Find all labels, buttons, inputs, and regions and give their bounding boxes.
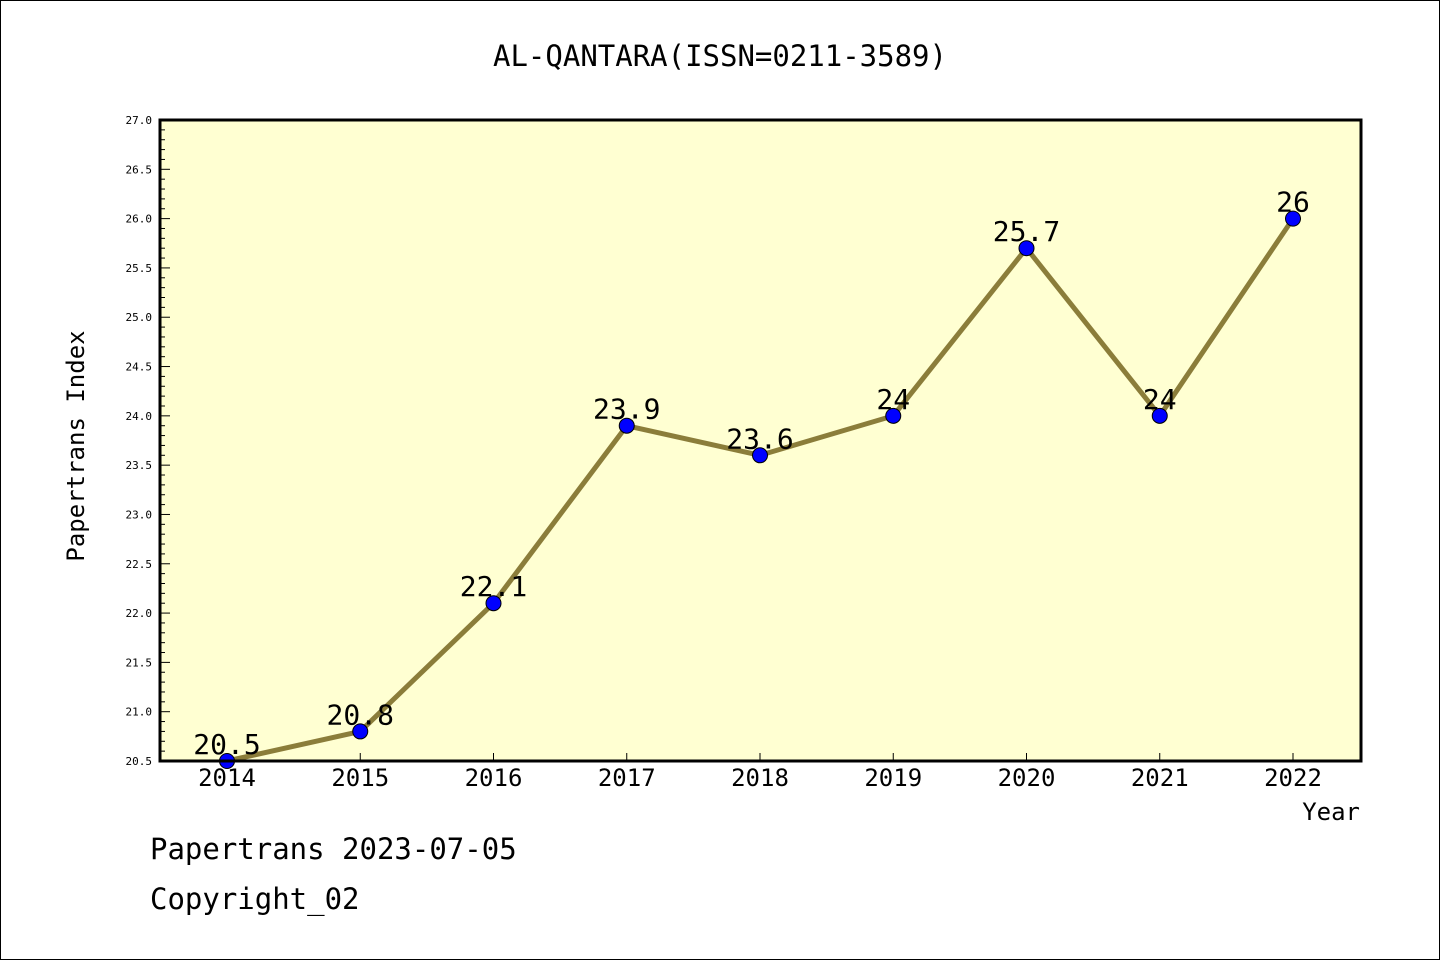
x-axis-label: Year [1302,798,1360,826]
data-label: 23.9 [593,393,660,426]
data-point [1018,240,1035,257]
plot-border [158,118,1363,763]
x-axis: 2014 2015 2016 2017 2018 2019 2020 2021 2022 [198,753,1322,792]
y-tick-label: 25.5 [126,262,153,275]
y-tick-label: 26.0 [126,213,153,226]
x-tick-label: 2020 [998,764,1056,792]
data-label: 25.7 [993,215,1060,248]
data-point [485,595,502,612]
data-point [618,417,635,434]
data-label: 24 [876,383,910,416]
data-label: 20.5 [193,728,260,761]
y-tick-label: 24.0 [126,410,153,423]
plot-area [160,120,1361,761]
x-tick-label: 2022 [1264,764,1322,792]
y-axis: 20.5 21.0 21.5 22.0 22.5 23.0 23.5 24.0 24.5 25.0… [126,114,170,768]
data-label: 20.8 [327,698,394,731]
data-point [752,447,768,464]
x-tick-label: 2015 [331,764,389,792]
x-tick-label: 2017 [598,764,656,792]
data-label: 24 [1143,383,1177,416]
chart-title: AL-QANTARA(ISSN=0211-3589) [493,39,947,73]
data-label-layer: 20.5 20.8 22.1 23.9 23.6 24 25.7 24 26 [193,186,1310,761]
y-tick-label: 27.0 [126,114,153,127]
y-tick-label: 22.5 [126,558,153,571]
x-tick-label: 2018 [731,764,789,792]
data-point [885,407,902,424]
y-tick-label: 21.0 [126,706,153,719]
y-tick-label: 23.0 [126,508,153,521]
data-label: 26 [1276,186,1310,219]
y-tick-label: 24.5 [126,361,153,374]
x-tick-label: 2019 [864,764,922,792]
footer-copyright: Copyright_02 [150,882,360,916]
y-tick-label: 23.5 [126,459,153,472]
x-tick-label: 2021 [1131,764,1189,792]
data-label: 22.1 [460,570,527,603]
y-axis-label: Papertrans Index [62,330,90,561]
data-point [352,723,369,740]
footer-date: Papertrans 2023-07-05 [150,832,517,866]
y-tick-label: 26.5 [126,163,153,176]
x-tick-label: 2016 [465,764,523,792]
data-point [1151,407,1168,424]
y-tick-label: 25.0 [126,311,153,324]
y-tick-label: 22.0 [126,607,153,620]
y-tick-label: 20.5 [126,755,153,768]
y-tick-label: 21.5 [126,656,153,669]
data-point [1285,210,1301,227]
data-label: 23.6 [726,422,793,455]
